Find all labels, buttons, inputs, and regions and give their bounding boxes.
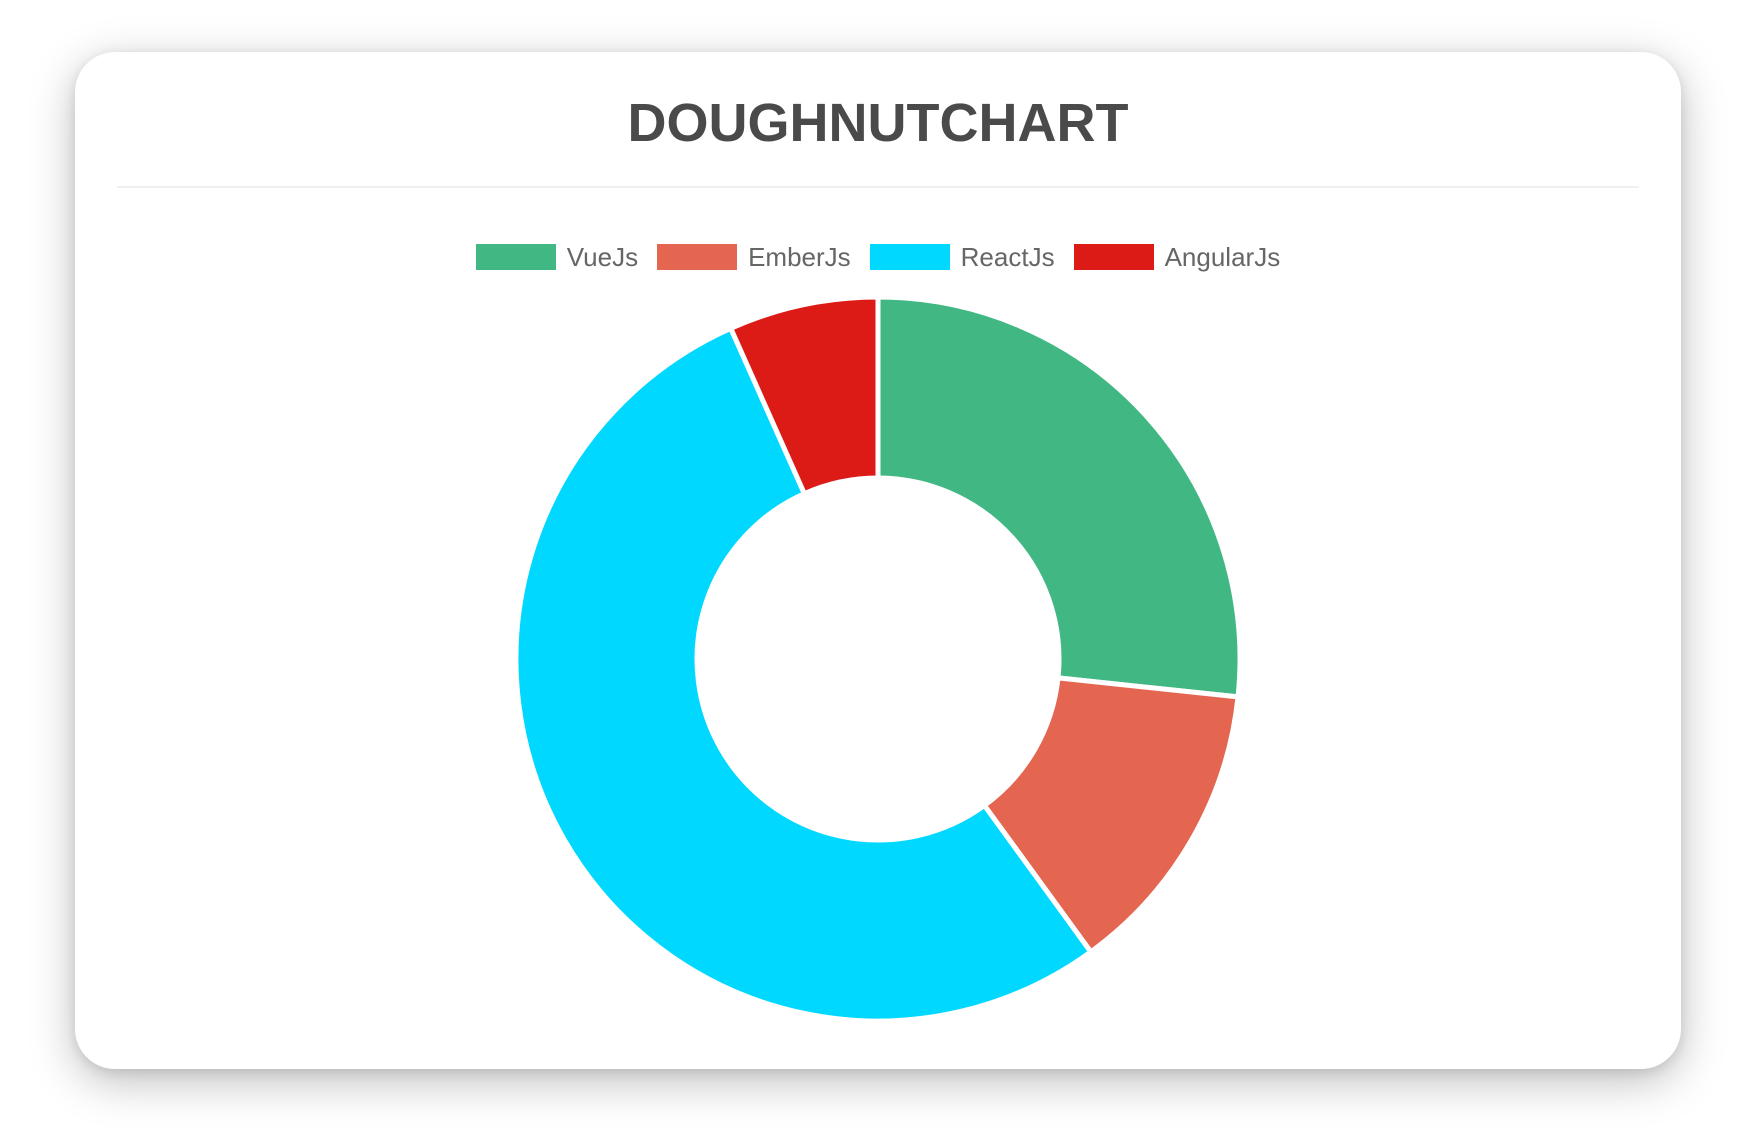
legend-label-vuejs: VueJs [566, 242, 639, 272]
doughnut-segment-angularjs[interactable] [727, 294, 881, 497]
chart-legend: VueJs EmberJs ReactJs AngularJs [75, 244, 1681, 270]
legend-label-angularjs: AngularJs [1164, 242, 1281, 272]
legend-label-reactjs: ReactJs [960, 242, 1055, 272]
legend-swatch-emberjs [657, 244, 738, 270]
legend-item-emberjs[interactable]: EmberJs [657, 244, 851, 270]
legend-label-emberjs: EmberJs [748, 242, 851, 272]
legend-item-vuejs[interactable]: VueJs [475, 242, 639, 272]
doughnut-segment-reactjs[interactable] [513, 324, 1095, 1024]
legend-item-reactjs[interactable]: ReactJs [869, 242, 1055, 272]
legend-swatch-reactjs [869, 244, 950, 270]
doughnut-segment-emberjs[interactable] [980, 675, 1241, 956]
legend-item-angularjs[interactable]: AngularJs [1073, 242, 1281, 272]
legend-swatch-vuejs [475, 244, 556, 270]
doughnut-chart [513, 294, 1243, 1024]
chart-title: DOUGHNUTCHART [627, 93, 1129, 153]
chart-card: DOUGHNUTCHART VueJs EmberJs ReactJs Angular… [75, 52, 1681, 1069]
legend-swatch-angularjs [1073, 244, 1154, 270]
title-divider [117, 186, 1639, 188]
doughnut-segment-vuejs[interactable] [875, 294, 1243, 700]
